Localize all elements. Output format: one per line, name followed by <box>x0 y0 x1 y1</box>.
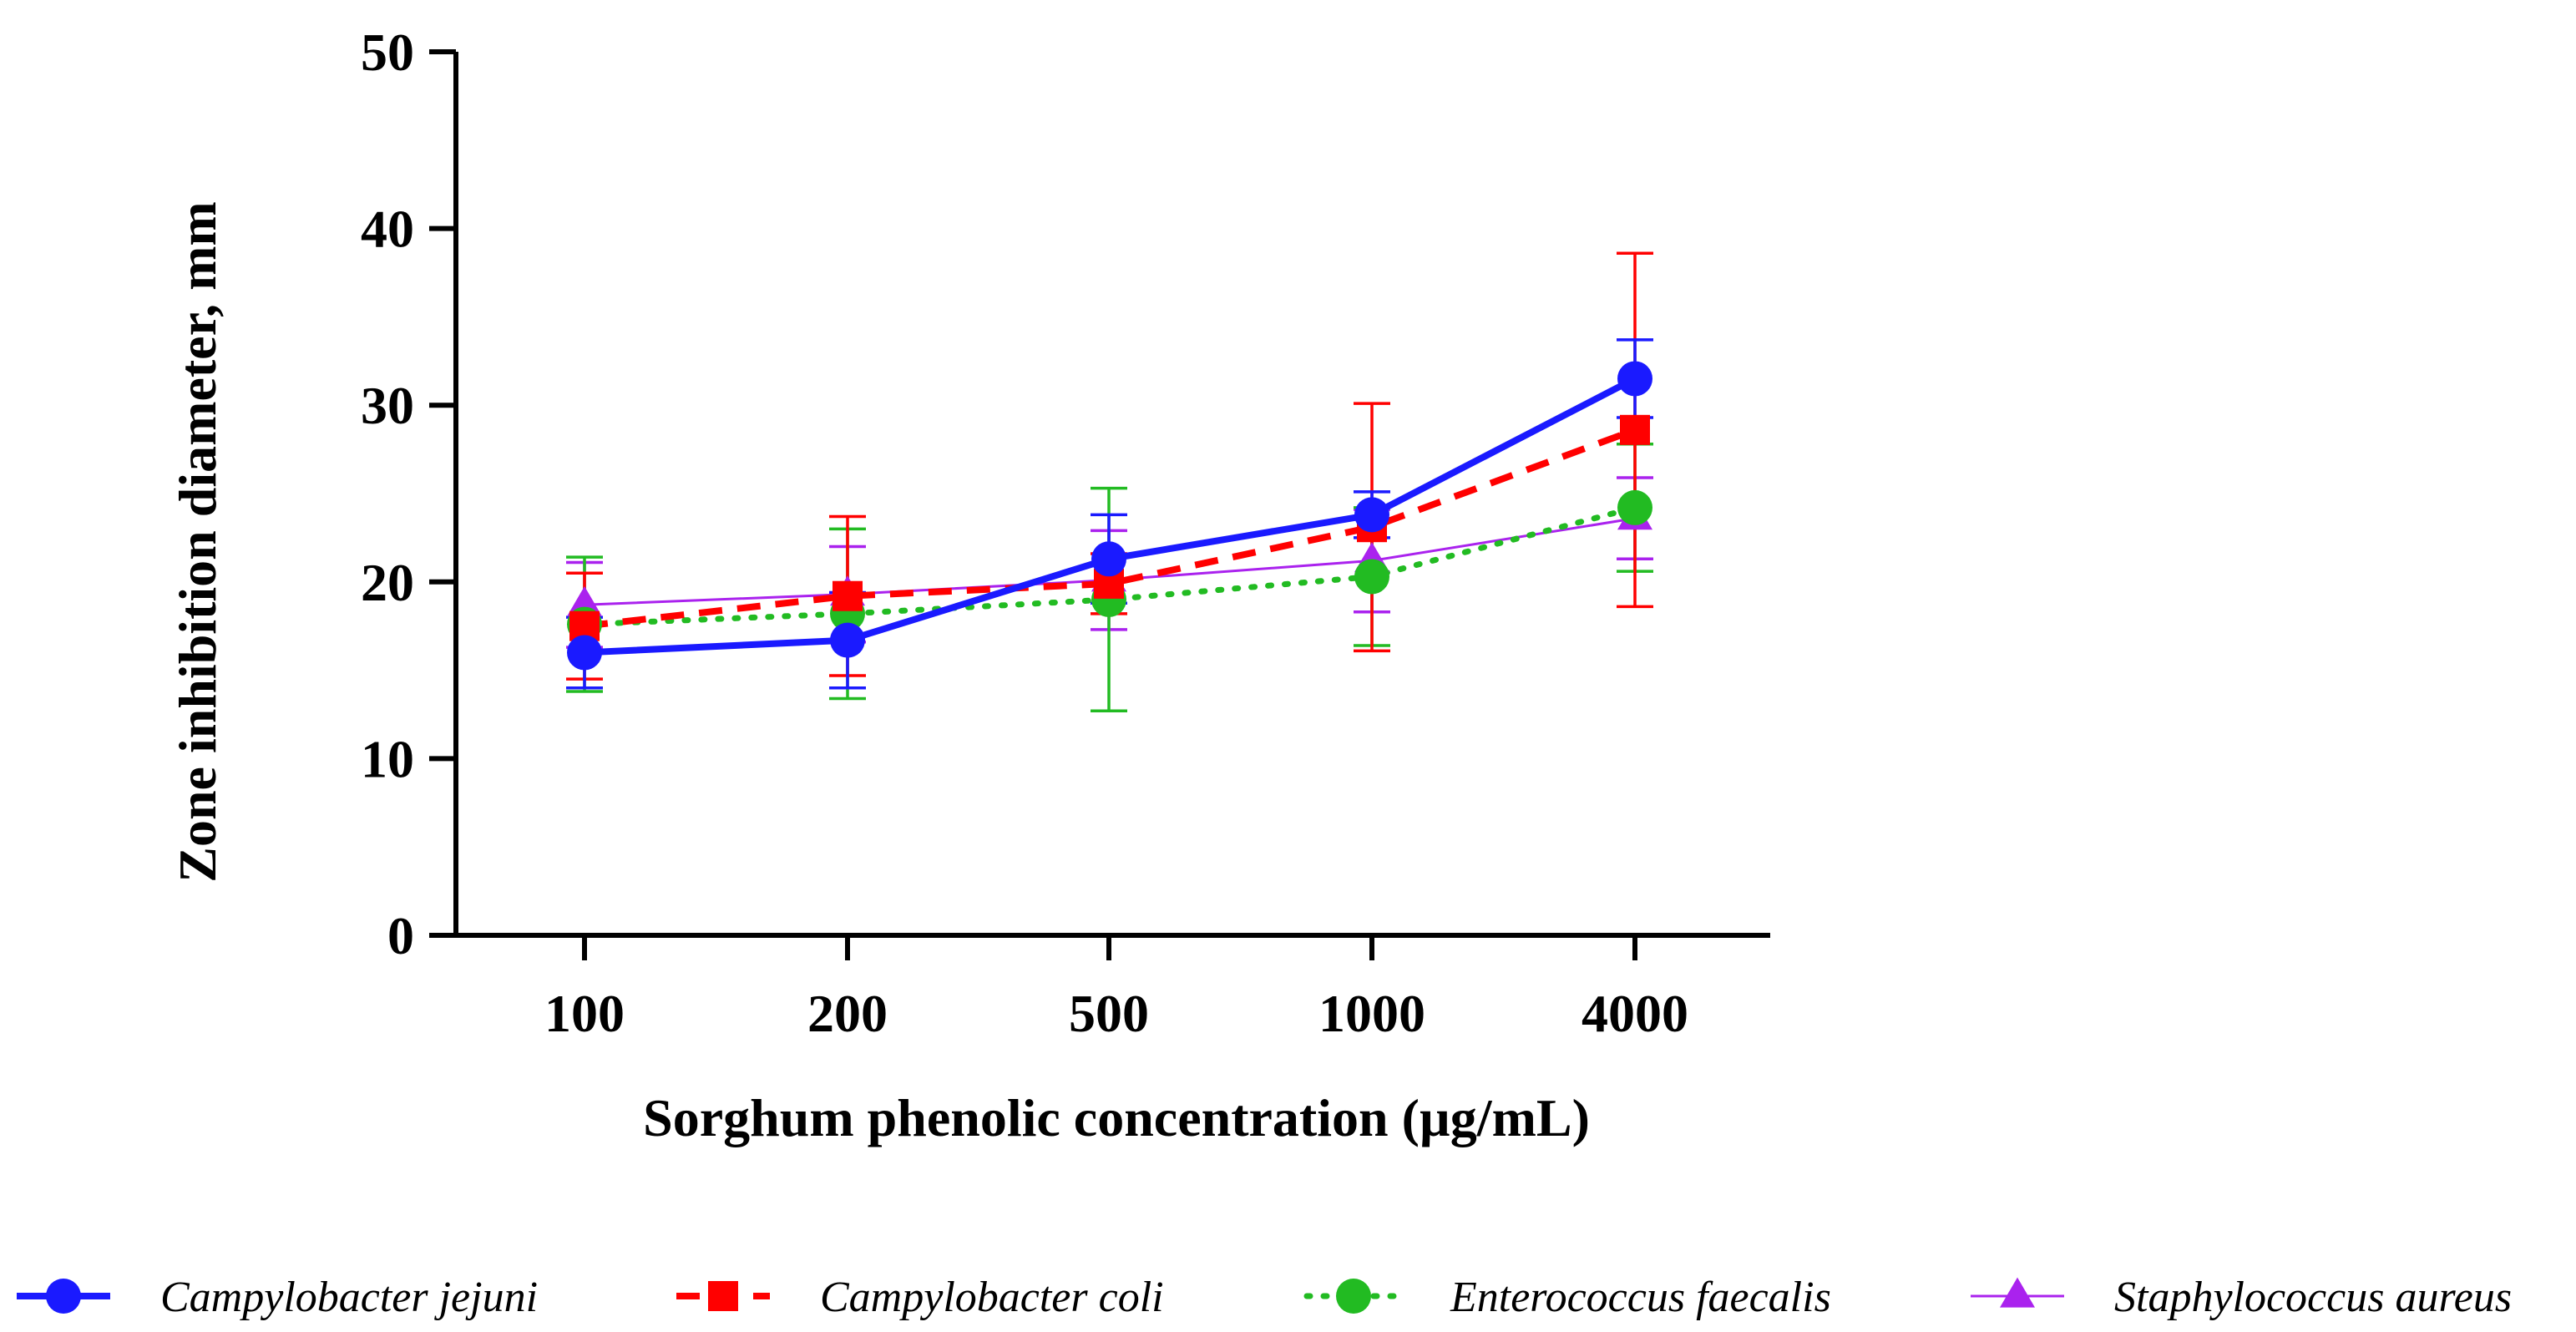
y-tick-label: 20 <box>361 553 414 612</box>
legend-label: Campylobacter coli <box>820 1274 1164 1321</box>
axes: 0 10 20 30 40 50 100 200 500 1000 4000 <box>361 23 1770 1043</box>
series-line-1 <box>584 427 1637 630</box>
x-tick-label: 100 <box>544 984 625 1043</box>
data-point <box>833 580 863 611</box>
legend-label: Enterococcus faecalis <box>1450 1274 1831 1321</box>
data-point <box>1354 497 1389 533</box>
data-point <box>567 635 602 671</box>
legend-item: Enterococcus faecalis <box>1303 1274 1831 1321</box>
data-point <box>1091 541 1126 577</box>
legend-swatch-marker <box>1336 1279 1371 1314</box>
data-point <box>1617 361 1652 397</box>
legend-label: Campylobacter jejuni <box>160 1274 538 1321</box>
y-tick-label: 30 <box>361 376 414 435</box>
legend: Campylobacter jejuni Campylobacter coli En… <box>17 1274 2512 1321</box>
legend-swatch-marker <box>708 1281 738 1311</box>
y-axis-title: Zone inhibition diameter, mm <box>168 201 227 882</box>
y-tick-label: 50 <box>361 23 414 82</box>
x-tick-label: 4000 <box>1582 984 1688 1043</box>
y-tick-label: 10 <box>361 729 414 788</box>
data-point <box>1620 414 1650 445</box>
series-layer <box>566 251 1653 713</box>
data-point <box>1617 489 1652 525</box>
data-point <box>567 585 602 616</box>
y-tick-label: 0 <box>387 906 414 965</box>
x-axis-title: Sorghum phenolic concentration (µg/mL) <box>643 1088 1590 1147</box>
legend-item: Campylobacter coli <box>676 1274 1164 1321</box>
legend-item: Staphylococcus aureus <box>1971 1274 2512 1321</box>
legend-swatch-marker <box>2000 1277 2035 1308</box>
x-tick-label: 1000 <box>1318 984 1425 1043</box>
series-markers-0 <box>567 361 1652 671</box>
data-point <box>830 622 865 658</box>
legend-swatch-marker <box>46 1279 81 1314</box>
x-tick-label: 200 <box>807 984 888 1043</box>
legend-item: Campylobacter jejuni <box>17 1274 538 1321</box>
legend-label: Staphylococcus aureus <box>2114 1274 2512 1321</box>
x-tick-label: 500 <box>1069 984 1149 1043</box>
data-point <box>1354 559 1389 595</box>
y-tick-label: 40 <box>361 200 414 259</box>
